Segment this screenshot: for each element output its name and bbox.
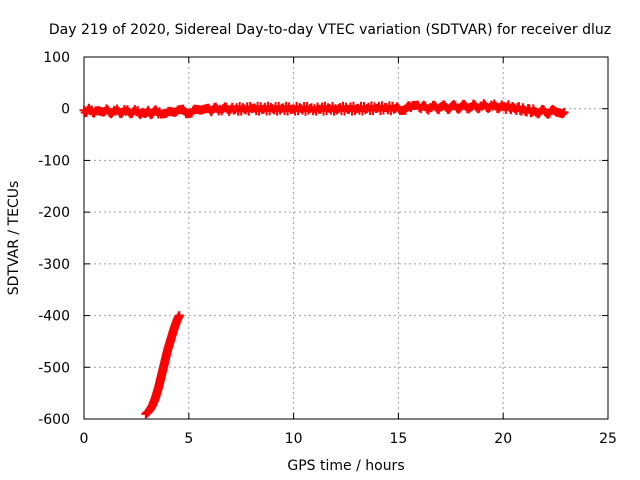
data-point [559,107,569,117]
y-tick-label: -600 [38,412,70,428]
y-tick-label: -200 [38,205,70,221]
y-tick-label: 100 [43,50,70,66]
y-tick-label: -100 [38,153,70,169]
x-tick-label: 10 [285,431,303,447]
y-axis-label: SDTVAR / TECUs [6,181,22,296]
y-tick-label: -500 [38,360,70,376]
data-point [174,311,184,321]
x-tick-label: 5 [184,431,193,447]
plot-frame [83,56,609,420]
y-tick-label: 0 [61,102,70,118]
y-tick-labels: 100 0 -100 -200 -300 -400 -500 -600 [38,50,70,428]
x-tick-label: 15 [389,431,407,447]
x-tick-label: 0 [80,431,89,447]
data-point [558,109,568,119]
x-tick-labels: 0 5 10 15 20 25 [80,431,617,447]
x-axis-label: GPS time / hours [287,458,404,474]
axis-ticks [83,56,609,420]
x-tick-label: 25 [599,431,617,447]
chart-title: Day 219 of 2020, Sidereal Day-to-day VTE… [49,22,611,38]
x-tick-label: 20 [494,431,512,447]
y-tick-label: -400 [38,309,70,325]
data-marks [79,99,569,419]
y-tick-label: -300 [38,257,70,273]
